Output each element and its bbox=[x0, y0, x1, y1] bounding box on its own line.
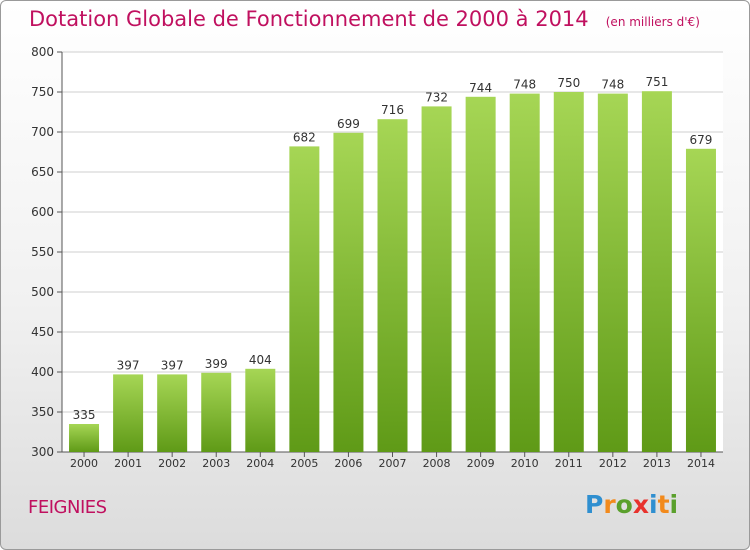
bar-value-label: 397 bbox=[117, 358, 140, 372]
y-tick-label: 650 bbox=[31, 165, 54, 179]
bar bbox=[377, 119, 408, 452]
x-tick-label: 2014 bbox=[687, 457, 715, 470]
bar bbox=[421, 106, 452, 453]
bar bbox=[113, 374, 144, 452]
y-tick-label: 350 bbox=[31, 405, 54, 419]
bar bbox=[333, 132, 364, 453]
bar bbox=[201, 372, 232, 452]
logo-letter: x bbox=[632, 490, 649, 519]
bar-value-label: 399 bbox=[205, 357, 228, 371]
y-tick-label: 300 bbox=[31, 445, 54, 459]
x-tick-label: 2003 bbox=[202, 457, 230, 470]
bar-value-label: 679 bbox=[690, 133, 713, 147]
city-name: FEIGNIES bbox=[28, 497, 107, 518]
bar-value-label: 335 bbox=[73, 408, 96, 422]
bar bbox=[289, 146, 320, 452]
bar-value-label: 732 bbox=[425, 90, 448, 104]
y-tick-label: 400 bbox=[31, 365, 54, 379]
logo-letter: P bbox=[585, 490, 604, 519]
x-tick-label: 2001 bbox=[114, 457, 142, 470]
bar bbox=[641, 91, 672, 452]
bar bbox=[245, 368, 276, 452]
bar bbox=[553, 92, 584, 452]
x-tick-label: 2000 bbox=[70, 457, 98, 470]
x-tick-label: 2010 bbox=[511, 457, 539, 470]
bar-value-label: 397 bbox=[161, 358, 184, 372]
bar bbox=[685, 148, 716, 453]
y-tick-label: 600 bbox=[31, 205, 54, 219]
x-tick-label: 2002 bbox=[158, 457, 186, 470]
chart-title: Dotation Globale de Fonctionnement de 20… bbox=[29, 7, 589, 31]
bar-value-label: 744 bbox=[469, 81, 492, 95]
bar-value-label: 748 bbox=[601, 78, 624, 92]
y-tick-label: 700 bbox=[31, 125, 54, 139]
bar-value-label: 748 bbox=[513, 78, 536, 92]
x-tick-label: 2007 bbox=[379, 457, 407, 470]
y-tick-label: 500 bbox=[31, 285, 54, 299]
bar-value-label: 716 bbox=[381, 103, 404, 117]
logo-letter: o bbox=[615, 490, 633, 519]
chart-unit-note: (en milliers d'€) bbox=[605, 15, 700, 29]
x-tick-label: 2012 bbox=[599, 457, 627, 470]
x-tick-label: 2013 bbox=[643, 457, 671, 470]
bar-value-label: 751 bbox=[645, 75, 668, 89]
bar bbox=[157, 374, 188, 452]
logo-letter: i bbox=[669, 490, 679, 519]
logo-letter: r bbox=[603, 490, 616, 519]
bar bbox=[465, 96, 496, 453]
y-tick-label: 800 bbox=[31, 45, 54, 59]
y-tick-label: 550 bbox=[31, 245, 54, 259]
x-tick-label: 2006 bbox=[334, 457, 362, 470]
bar bbox=[69, 424, 100, 452]
y-tick-label: 750 bbox=[31, 85, 54, 99]
bar-value-label: 750 bbox=[557, 76, 580, 90]
bar-value-label: 682 bbox=[293, 130, 316, 144]
x-tick-label: 2004 bbox=[246, 457, 274, 470]
bar bbox=[509, 93, 540, 452]
proxiti-logo: Proxiti bbox=[585, 490, 678, 519]
x-tick-label: 2005 bbox=[290, 457, 318, 470]
x-tick-label: 2011 bbox=[555, 457, 583, 470]
bar bbox=[597, 93, 628, 452]
logo-letter: i bbox=[649, 490, 658, 519]
chart-title-block: Dotation Globale de Fonctionnement de 20… bbox=[29, 7, 700, 31]
y-tick-label: 450 bbox=[31, 325, 54, 339]
bar-value-label: 699 bbox=[337, 117, 360, 131]
x-tick-label: 2008 bbox=[423, 457, 451, 470]
logo-letter: t bbox=[657, 490, 670, 519]
bar-value-label: 404 bbox=[249, 353, 272, 367]
x-tick-label: 2009 bbox=[467, 457, 495, 470]
